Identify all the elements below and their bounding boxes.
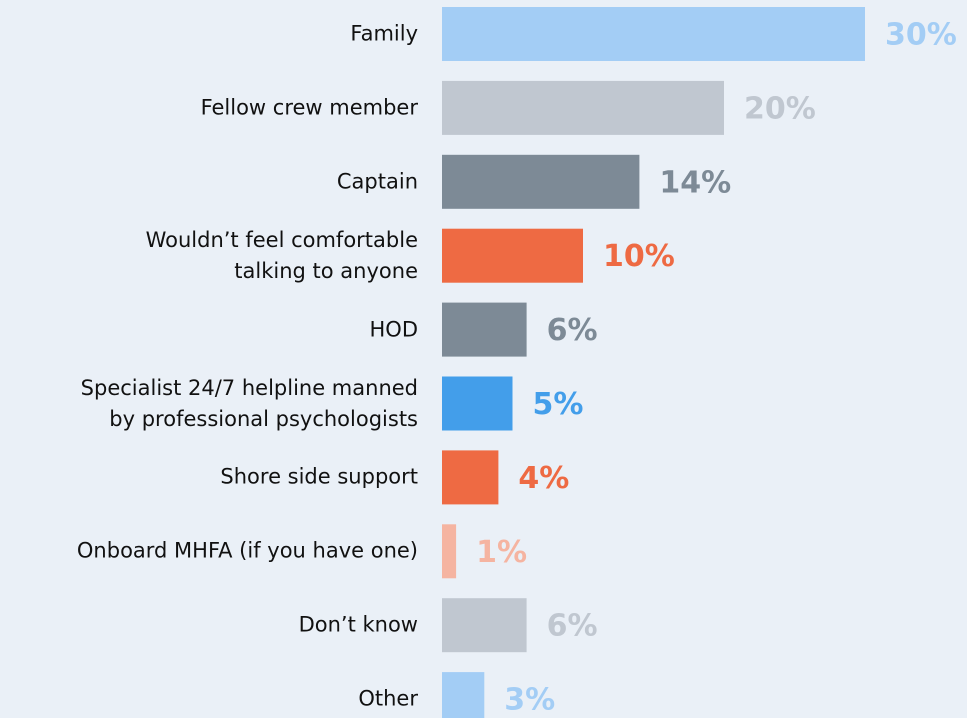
- value-label: 20%: [744, 91, 816, 126]
- category-label: Family: [350, 21, 418, 46]
- bar: [442, 376, 513, 431]
- bar: [442, 598, 527, 653]
- category-label: Wouldn’t feel comfortable talking to any…: [145, 227, 418, 283]
- bar: [442, 524, 457, 579]
- bar: [442, 7, 865, 61]
- value-label: 10%: [603, 239, 675, 274]
- category-label: HOD: [369, 317, 419, 342]
- value-label: 5%: [533, 387, 584, 422]
- category-label: Onboard MHFA (if you have one): [76, 538, 418, 563]
- bar: [442, 302, 527, 357]
- category-label: Captain: [336, 169, 418, 194]
- value-label: 6%: [547, 609, 598, 644]
- bar: [442, 450, 499, 505]
- value-label: 4%: [518, 461, 569, 496]
- category-label: Shore side support: [220, 464, 418, 489]
- bar: [442, 154, 640, 209]
- value-label: 30%: [885, 18, 957, 53]
- bar: [442, 672, 485, 718]
- value-label: 6%: [547, 313, 598, 348]
- category-label: Other: [358, 686, 418, 711]
- value-label: 1%: [476, 535, 527, 570]
- category-label: Don’t know: [298, 612, 418, 637]
- bar: [442, 80, 724, 135]
- category-label: Specialist 24/7 helpline manned by profe…: [80, 375, 418, 431]
- value-label: 14%: [659, 165, 731, 200]
- bar: [442, 228, 583, 283]
- category-label: Fellow crew member: [200, 95, 418, 120]
- value-label: 3%: [504, 683, 555, 718]
